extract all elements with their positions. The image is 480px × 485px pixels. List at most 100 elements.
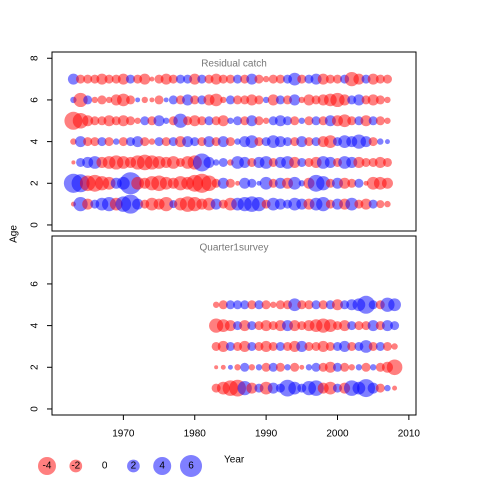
bubble [67,73,79,85]
bubble [384,117,391,124]
bubble [262,117,270,124]
bubble [248,364,256,371]
bubble [339,94,351,106]
bubble [117,93,130,107]
bubble [153,457,172,475]
bubble [90,137,100,147]
bubble [220,364,226,370]
bubble [303,94,315,106]
bubble [105,96,113,104]
bubble [246,115,258,127]
bubble [161,137,171,147]
bubble [148,138,156,145]
bubble [283,116,293,126]
bubble [384,96,391,104]
bubble [254,300,264,310]
bubble [288,176,302,190]
bubble [382,341,392,351]
bubble [209,93,223,107]
bubble [369,364,377,371]
y-tick-label: 6 [30,281,41,287]
bubble [189,73,201,85]
bubble [73,92,88,108]
bubble [284,364,291,371]
bubble [154,137,164,147]
bubble [104,74,114,84]
bubble [316,197,331,212]
bubble [359,340,373,353]
bubble [225,341,235,351]
bubble [388,298,401,312]
bubble [305,364,313,371]
bubble [283,137,293,147]
bubble [376,200,385,209]
bubble [218,300,228,310]
bubble [262,96,270,104]
bubble [347,321,357,331]
bubble [275,341,285,351]
bubble [247,300,257,310]
bubble [246,73,258,85]
bubble [261,300,271,310]
bubble [382,157,392,167]
bubble [274,115,286,127]
x-tick-label: 1970 [112,429,135,440]
bubble [354,321,364,331]
bubble [163,97,169,103]
bubble [268,341,278,351]
x-axis-label: Year [224,455,245,466]
bubble [268,74,278,84]
legend-label: 2 [131,461,137,472]
bubble [247,178,257,188]
bubble [227,364,233,370]
bubble [255,364,263,371]
bubble [270,301,277,308]
x-tick-label: 2000 [326,429,349,440]
bubble [298,96,305,104]
bubble [175,74,185,84]
bubble [217,136,229,148]
bubble [149,97,155,103]
x-tick-label: 1990 [255,429,278,440]
bubble [375,95,385,105]
bubble [311,116,321,126]
bubble [239,177,251,189]
bubble [217,115,229,127]
bubble [298,117,305,124]
bubble [296,340,308,352]
bubble [126,116,136,126]
bubble [339,320,351,332]
bubble [70,138,77,145]
bubble [82,115,94,127]
bubble [168,74,178,84]
bubble [297,74,307,84]
bubble [132,136,144,148]
bubble [375,383,385,393]
bubble [296,136,308,148]
bubble [197,116,207,126]
bubble [368,341,378,351]
bubble [235,180,241,186]
bubble [97,137,107,147]
y-tick-label: 2 [30,364,41,370]
bubble [339,340,351,352]
bubble [126,95,136,105]
y-tick-label: 2 [30,180,41,186]
bubble [325,341,335,351]
bubble [182,94,194,106]
bubble [355,364,363,371]
bubble [240,300,250,310]
y-tick-label: 0 [30,406,41,412]
bubble [254,137,264,147]
bubble [154,95,164,105]
bubble [275,362,285,372]
legend-label: 0 [102,461,108,472]
bubble [217,177,229,189]
bubble [260,340,272,352]
bubble [318,300,328,310]
bubble [289,320,301,332]
bubble [275,95,285,105]
panel-title: Quarter1survey [200,243,269,254]
legend-label: 4 [159,461,165,472]
